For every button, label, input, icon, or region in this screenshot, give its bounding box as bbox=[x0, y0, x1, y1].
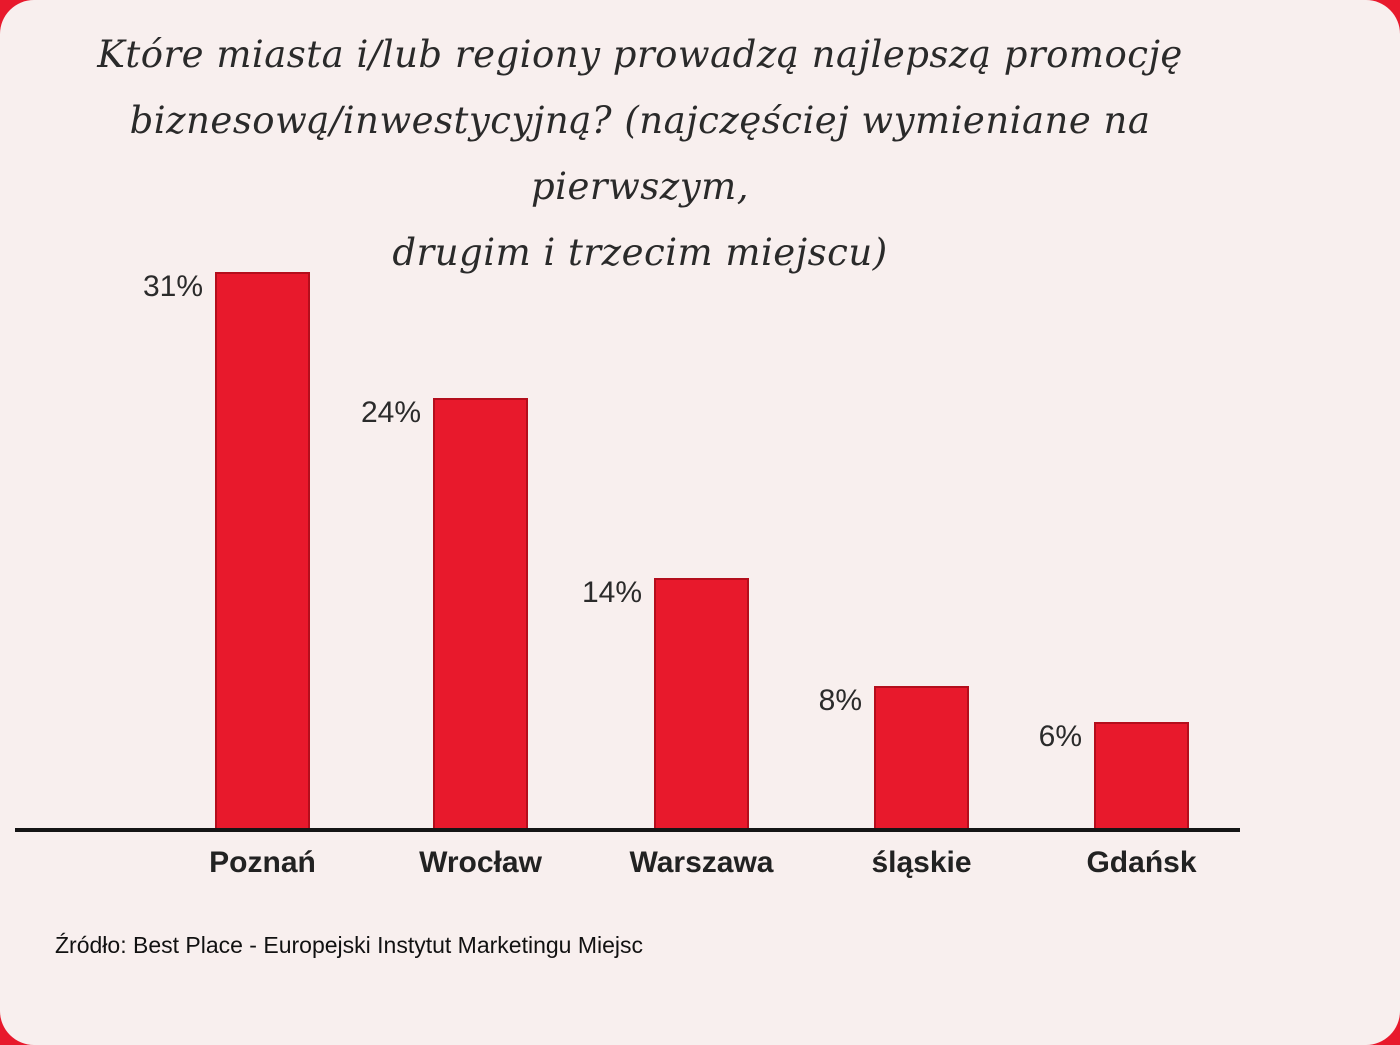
bar-value-label-wroclaw: 24% bbox=[360, 396, 421, 429]
chart-title-line-2: biznesową/inwestycyjną? (najczęściej wym… bbox=[129, 99, 1151, 208]
bar-gdansk: 6% Gdańsk bbox=[1039, 720, 1197, 879]
bar-value-label-slaskie: 8% bbox=[818, 684, 862, 717]
chart-title-line-1: Które miasta i/lub regiony prowadzą najl… bbox=[97, 33, 1183, 76]
chart-title: Które miasta i/lub regiony prowadzą najl… bbox=[40, 22, 1240, 286]
bar-slaskie: 8% śląskie bbox=[819, 684, 972, 879]
bar-poznan: 31% Poznań bbox=[143, 270, 316, 879]
bar-category-label-gdansk: Gdańsk bbox=[1086, 846, 1197, 879]
bar-wroclaw: 24% Wrocław bbox=[361, 396, 542, 879]
source-caption: Źródło: Best Place - Europejski Instytut… bbox=[55, 932, 644, 958]
chart-title-line-3: drugim i trzecim miejscu) bbox=[392, 231, 888, 274]
bar-category-label-warszawa: Warszawa bbox=[629, 846, 774, 879]
bar-category-label-slaskie: śląskie bbox=[871, 846, 972, 879]
x-axis-baseline bbox=[15, 828, 1240, 832]
bar-value-label-warszawa: 14% bbox=[581, 576, 642, 609]
bar-value-label-poznan: 31% bbox=[142, 270, 203, 303]
bar-chart-plot-area: 31% Poznań 24% Wrocław 14% Warszawa 8% ś… bbox=[0, 230, 1400, 879]
bar-category-label-wroclaw: Wrocław bbox=[419, 846, 542, 879]
bar-category-label-poznan: Poznań bbox=[209, 846, 316, 879]
bar-value-label-gdansk: 6% bbox=[1038, 720, 1082, 753]
bar-warszawa: 14% Warszawa bbox=[582, 576, 774, 879]
